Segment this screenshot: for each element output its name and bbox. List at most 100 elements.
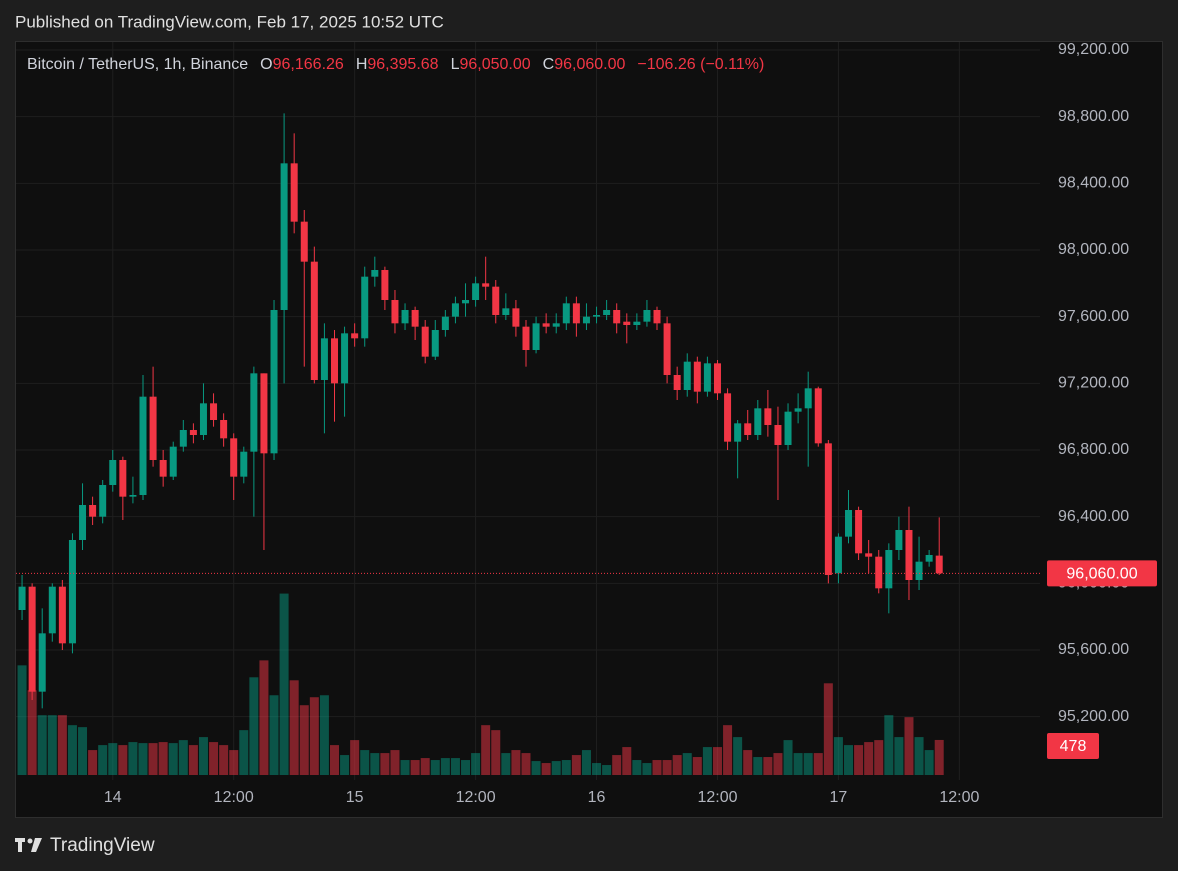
- volume-bar: [279, 593, 289, 775]
- x-tick-label: 12:00: [214, 789, 254, 806]
- volume-bar: [239, 730, 249, 775]
- volume-bar: [723, 725, 733, 775]
- volume-bar: [37, 715, 47, 775]
- candle-body: [623, 321, 631, 325]
- candle-body: [522, 326, 530, 350]
- volume-bar: [854, 745, 864, 775]
- candle-body: [361, 276, 369, 339]
- volume-bar: [309, 697, 319, 775]
- volume-bar: [662, 760, 672, 775]
- candle-body: [734, 423, 742, 442]
- candle-body: [855, 510, 863, 554]
- candle-body: [754, 408, 762, 435]
- candle-body: [492, 286, 500, 315]
- candle-body: [220, 420, 228, 439]
- volume-bar: [571, 755, 581, 775]
- y-tick-label: 98,800.00: [1058, 108, 1129, 125]
- candle-body: [38, 633, 46, 692]
- candle-body: [603, 310, 611, 315]
- volume-bar: [813, 753, 823, 775]
- y-tick-label: 96,800.00: [1058, 441, 1129, 458]
- candle-body: [391, 300, 399, 324]
- volume-bar: [450, 758, 460, 775]
- y-tick-label: 99,200.00: [1058, 41, 1129, 58]
- volume-bar: [874, 740, 884, 775]
- candle-body: [502, 308, 510, 315]
- change: −106.26 (−0.11%): [637, 56, 764, 73]
- volume-bar: [481, 725, 491, 775]
- volume-bar: [329, 745, 339, 775]
- volume-bar: [158, 742, 168, 775]
- candle-body: [119, 460, 127, 497]
- volume-bar: [763, 757, 773, 775]
- candle-body: [169, 446, 177, 477]
- candle-body: [814, 388, 822, 444]
- candle-body: [441, 316, 449, 330]
- candle-body: [804, 388, 812, 409]
- volume-bar: [753, 757, 763, 775]
- x-tick-label: 12:00: [939, 789, 979, 806]
- volume-bar: [864, 742, 874, 775]
- candle-body: [230, 438, 238, 477]
- legend-value: 96,395.68: [367, 56, 438, 73]
- candle-body: [532, 323, 540, 350]
- x-tick-label: 12:00: [697, 789, 737, 806]
- candle-body: [129, 495, 137, 497]
- candle-body: [834, 536, 842, 574]
- y-tick-label: 97,600.00: [1058, 308, 1129, 325]
- volume-bar: [914, 737, 924, 775]
- candle-body: [58, 586, 66, 644]
- candle-body: [673, 375, 681, 390]
- volume-bar: [803, 753, 813, 775]
- candle-body: [643, 310, 651, 322]
- volume-bar: [400, 760, 410, 775]
- x-tick-label: 17: [830, 789, 848, 806]
- candle-body: [462, 300, 470, 304]
- candle-body: [774, 425, 782, 445]
- logo-mark: [18, 838, 22, 852]
- volume-bar: [299, 705, 309, 775]
- volume-bar: [672, 755, 682, 775]
- candle-body: [653, 310, 661, 324]
- candle-body: [885, 550, 893, 589]
- volume-bar: [168, 743, 178, 775]
- candle-body: [593, 315, 601, 317]
- candle-body: [472, 283, 480, 300]
- volume-bar: [541, 763, 551, 775]
- volume-bar: [440, 758, 450, 775]
- volume-bar: [592, 763, 602, 775]
- candle-body: [562, 303, 570, 324]
- volume-bar: [219, 745, 229, 775]
- volume-bar: [430, 760, 440, 775]
- x-tick-label: 16: [588, 789, 606, 806]
- candle-body: [28, 586, 36, 692]
- candle-body: [865, 553, 873, 557]
- candle-body: [925, 555, 933, 562]
- x-tick-label: 14: [104, 789, 122, 806]
- last-volume-box: [1047, 732, 1099, 759]
- candle-body: [48, 586, 56, 634]
- candle-body: [421, 326, 429, 357]
- volume-bar: [612, 755, 622, 775]
- volume-bar: [491, 730, 501, 775]
- volume-bar: [844, 745, 854, 775]
- candle-body: [784, 411, 792, 445]
- y-tick-label: 98,400.00: [1058, 175, 1129, 192]
- last-volume-label: 478: [1060, 738, 1087, 755]
- volume-bar: [380, 753, 390, 775]
- volume-bar: [894, 737, 904, 775]
- volume-bar: [692, 757, 702, 775]
- footer-brand: TradingView: [50, 835, 155, 856]
- candle-body: [915, 561, 923, 580]
- candle-body: [109, 460, 117, 485]
- volume-bar: [249, 677, 259, 775]
- x-tick-label: 12:00: [456, 789, 496, 806]
- candle-body: [411, 310, 419, 327]
- candle-body: [250, 373, 258, 452]
- candle-body: [663, 323, 671, 375]
- candle-body: [582, 316, 590, 324]
- candle-body: [794, 408, 802, 412]
- candle-body: [512, 308, 520, 327]
- candle-body: [482, 283, 490, 287]
- volume-bar: [581, 750, 591, 775]
